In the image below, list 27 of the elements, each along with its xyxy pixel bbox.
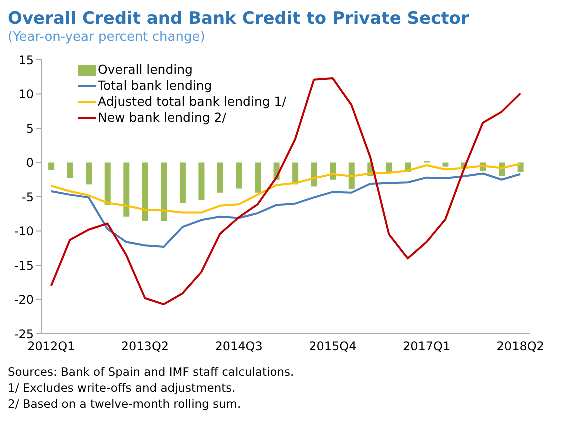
y-tick-label: 5 bbox=[26, 122, 34, 136]
line-series bbox=[50, 172, 522, 248]
line-series bbox=[50, 163, 522, 214]
y-tick-label: -15 bbox=[14, 258, 34, 273]
legend-label: Adjusted total bank lending 1/ bbox=[98, 94, 286, 110]
line-series bbox=[50, 77, 522, 306]
y-tick-label: -20 bbox=[14, 293, 34, 308]
x-tick-label: 2012Q1 bbox=[28, 340, 76, 354]
y-tick-label: -25 bbox=[14, 327, 34, 342]
legend-label: Overall lending bbox=[98, 62, 193, 78]
chart-title: Overall Credit and Bank Credit to Private Sector bbox=[8, 8, 470, 30]
legend-label: New bank lending 2/ bbox=[98, 110, 226, 126]
x-tick-label: 2013Q2 bbox=[121, 340, 170, 354]
text: 1/ Excludes write-offs and adjustments. bbox=[8, 380, 237, 396]
x-tick-label: 2015Q4 bbox=[309, 340, 357, 354]
x-tick-label: 2014Q3 bbox=[215, 340, 263, 354]
legend-label: Total bank lending bbox=[98, 78, 212, 94]
x-tick-label: 2017Q1 bbox=[402, 340, 451, 354]
chart-subtitle: (Year-on-year percent change) bbox=[8, 30, 206, 46]
y-tick-label: 0 bbox=[26, 156, 34, 170]
y-tick-label: -5 bbox=[22, 190, 34, 204]
y-tick-label: 10 bbox=[18, 88, 34, 102]
text: 2/ Based on a twelve-month rolling sum. bbox=[8, 396, 242, 412]
y-tick-label: 15 bbox=[18, 53, 34, 68]
x-tick-label: 2018Q2 bbox=[496, 340, 544, 354]
y-tick-label: -10 bbox=[14, 224, 34, 239]
source-note: Sources: Bank of Spain and IMF staff calculations. bbox=[8, 364, 296, 380]
